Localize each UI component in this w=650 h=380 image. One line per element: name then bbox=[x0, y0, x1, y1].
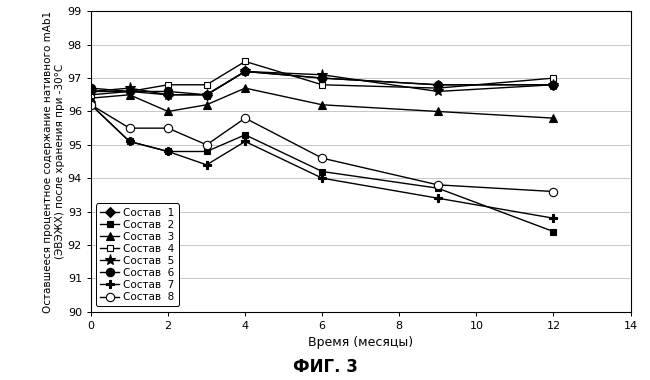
X-axis label: Время (месяцы): Время (месяцы) bbox=[308, 336, 413, 349]
Состав  4 bbox=[164, 82, 172, 87]
Состав  1 bbox=[434, 82, 442, 87]
Line: Состав  3: Состав 3 bbox=[87, 84, 558, 122]
Состав  1 bbox=[125, 89, 133, 94]
Состав  4 bbox=[241, 59, 249, 64]
Состав  8 bbox=[125, 126, 133, 130]
Состав  5 bbox=[549, 82, 557, 87]
Line: Состав  4: Состав 4 bbox=[88, 58, 557, 98]
Line: Состав  5: Состав 5 bbox=[85, 66, 559, 100]
Состав  3 bbox=[125, 92, 133, 97]
Состав  5 bbox=[87, 89, 95, 94]
Состав  3 bbox=[434, 109, 442, 114]
Состав  6 bbox=[241, 69, 249, 74]
Состав  8 bbox=[549, 189, 557, 194]
Состав  7 bbox=[87, 103, 95, 107]
Состав  6 bbox=[549, 82, 557, 87]
Состав  2 bbox=[318, 169, 326, 174]
Состав  3 bbox=[164, 109, 172, 114]
Состав  4 bbox=[318, 82, 326, 87]
Состав  6 bbox=[318, 76, 326, 81]
Line: Состав  2: Состав 2 bbox=[88, 101, 557, 235]
Состав  2 bbox=[241, 133, 249, 137]
Состав  8 bbox=[164, 126, 172, 130]
Состав  5 bbox=[318, 73, 326, 77]
Line: Состав  8: Состав 8 bbox=[87, 101, 558, 196]
Состав  2 bbox=[203, 149, 211, 154]
Состав  6 bbox=[434, 82, 442, 87]
Состав  4 bbox=[87, 92, 95, 97]
Состав  7 bbox=[241, 139, 249, 144]
Состав  4 bbox=[434, 86, 442, 90]
Состав  7 bbox=[125, 139, 133, 144]
Line: Состав  1: Состав 1 bbox=[88, 68, 557, 98]
Состав  6 bbox=[203, 92, 211, 97]
Состав  7 bbox=[549, 216, 557, 220]
Состав  6 bbox=[125, 89, 133, 94]
Состав  4 bbox=[125, 89, 133, 94]
Состав  5 bbox=[203, 92, 211, 97]
Состав  1 bbox=[241, 69, 249, 74]
Состав  8 bbox=[434, 182, 442, 187]
Состав  5 bbox=[434, 89, 442, 94]
Text: ФИГ. 3: ФИГ. 3 bbox=[292, 358, 358, 376]
Состав  2 bbox=[164, 149, 172, 154]
Состав  6 bbox=[87, 86, 95, 90]
Состав  3 bbox=[318, 103, 326, 107]
Состав  7 bbox=[203, 163, 211, 167]
Line: Состав  7: Состав 7 bbox=[87, 101, 558, 222]
Состав  7 bbox=[318, 176, 326, 180]
Состав  4 bbox=[203, 82, 211, 87]
Состав  8 bbox=[318, 156, 326, 160]
Состав  4 bbox=[549, 76, 557, 81]
Состав  1 bbox=[164, 92, 172, 97]
Состав  3 bbox=[203, 103, 211, 107]
Состав  8 bbox=[87, 103, 95, 107]
Состав  8 bbox=[203, 142, 211, 147]
Состав  6 bbox=[164, 89, 172, 94]
Состав  8 bbox=[241, 116, 249, 120]
Y-axis label: Оставшееся процентное содержание нативного mAb1
(ЭВЭЖХ) после хранения при -30°С: Оставшееся процентное содержание нативно… bbox=[44, 10, 65, 313]
Состав  3 bbox=[87, 96, 95, 100]
Состав  5 bbox=[241, 69, 249, 74]
Состав  1 bbox=[87, 89, 95, 94]
Состав  7 bbox=[164, 149, 172, 154]
Legend: Состав  1, Состав  2, Состав  3, Состав  4, Состав  5, Состав  6, Состав  7, Сос: Состав 1, Состав 2, Состав 3, Состав 4, … bbox=[96, 203, 179, 306]
Состав  2 bbox=[125, 139, 133, 144]
Состав  1 bbox=[203, 92, 211, 97]
Состав  2 bbox=[87, 103, 95, 107]
Line: Состав  6: Состав 6 bbox=[87, 67, 558, 99]
Состав  3 bbox=[549, 116, 557, 120]
Состав  5 bbox=[164, 92, 172, 97]
Состав  1 bbox=[318, 76, 326, 81]
Состав  2 bbox=[434, 186, 442, 190]
Состав  1 bbox=[549, 82, 557, 87]
Состав  7 bbox=[434, 196, 442, 201]
Состав  2 bbox=[549, 229, 557, 234]
Состав  5 bbox=[125, 86, 133, 90]
Состав  3 bbox=[241, 86, 249, 90]
